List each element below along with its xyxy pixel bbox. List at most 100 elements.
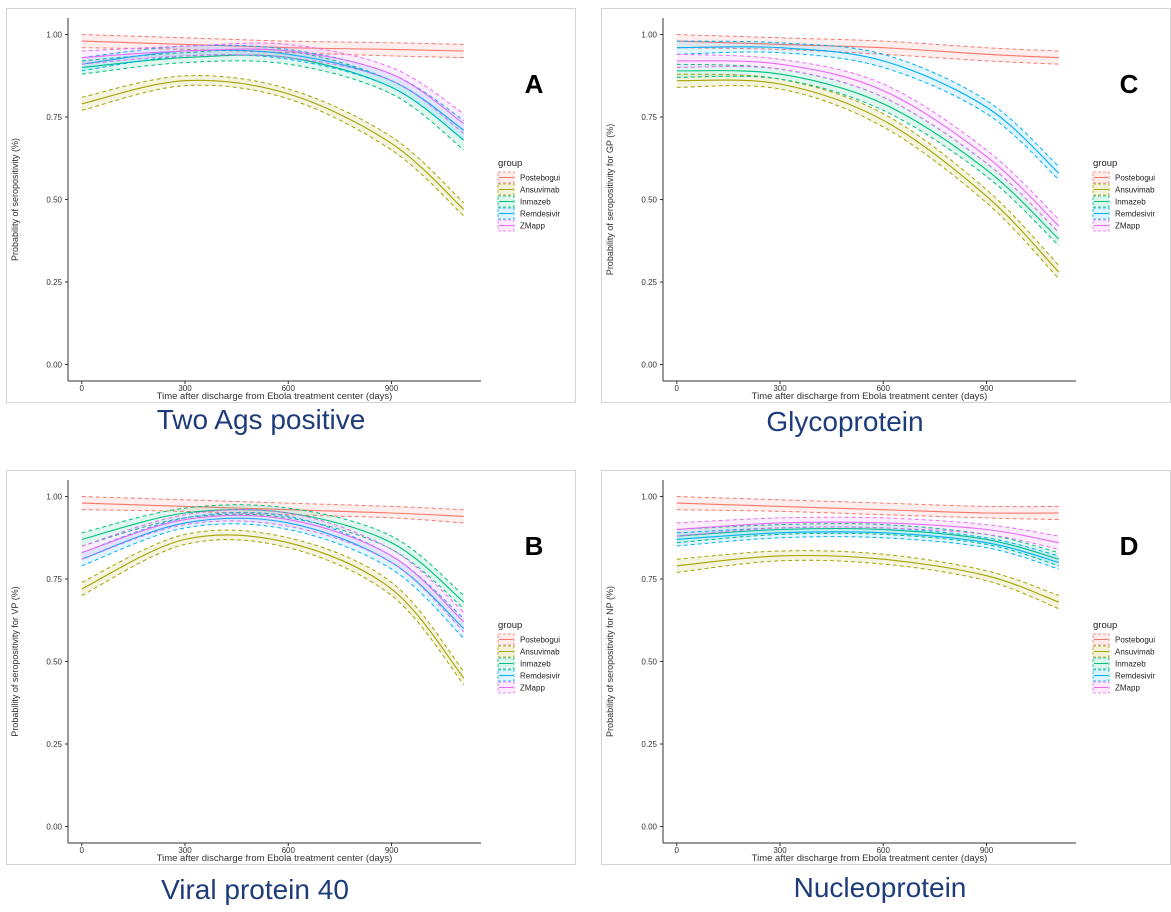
series-line-zmapp (81, 514, 465, 623)
legend: group Postebogui Ansuvimab Inmazeb Remdesivi… (1092, 620, 1155, 694)
series-line-postebogui (81, 502, 464, 517)
x-tick-label: 300 (178, 846, 192, 855)
panel-c: 0.00 0.25 0.50 0.75 1.00 0 300 600 900 Time after… (601, 8, 1171, 403)
y-tick-label: 0.00 (46, 361, 62, 370)
x-tick-label: 900 (980, 846, 994, 855)
ci-lower-ansuvimab (81, 84, 465, 217)
series-line-zmapp (676, 521, 1059, 544)
ci-band-inmazeb (81, 504, 464, 609)
x-tick-label: 300 (773, 846, 787, 855)
ci-upper-remdesivir (676, 40, 1060, 167)
x-tick-label: 300 (178, 384, 192, 393)
legend-label-inmazeb: Inmazeb (1115, 660, 1146, 669)
x-tick-label: 300 (773, 384, 787, 393)
x-tick-label: 0 (80, 384, 85, 393)
y-tick-label: 0.50 (641, 196, 657, 205)
ci-lower-zmapp (81, 520, 465, 633)
ci-lower-inmazeb (81, 513, 465, 610)
ci-lower-zmapp (81, 54, 465, 134)
ci-upper-zmapp (81, 509, 465, 613)
legend-title: group (1093, 620, 1117, 631)
y-tick-label: 1.00 (641, 493, 657, 502)
y-tick-label: 0.75 (641, 113, 657, 122)
y-tick-label: 0.75 (46, 575, 62, 584)
x-tick-label: 600 (877, 384, 891, 393)
series-line-ansuvimab (676, 79, 1060, 273)
panel-d: 0.00 0.25 0.50 0.75 1.00 0 300 600 900 Time after… (601, 470, 1171, 865)
panel-letter: D (1120, 531, 1139, 561)
y-tick-label: 1.00 (46, 31, 62, 40)
y-axis-label: Probability of seropositivity for GP (%) (605, 124, 615, 275)
ci-lower-postebogui (81, 47, 464, 59)
ci-lower-remdesivir (81, 523, 465, 639)
legend-label-remdesivir: Remdesivir (1115, 210, 1155, 219)
y-tick-label: 0.25 (641, 278, 657, 287)
legend-label-ansuvimab: Ansuvimab (1115, 648, 1155, 657)
ci-upper-ansuvimab (676, 550, 1059, 596)
ci-lower-postebogui (81, 509, 464, 524)
ci-upper-zmapp (676, 53, 1060, 220)
ci-band-postebogui (676, 496, 1059, 520)
series-line-postebogui (81, 40, 464, 52)
x-tick-label: 600 (282, 846, 296, 855)
legend: group Postebogui Ansuvimab Inmazeb Remdesivi… (1092, 158, 1155, 232)
y-tick-label: 0.00 (46, 823, 62, 832)
ci-lower-postebogui (676, 509, 1059, 521)
y-tick-label: 0.00 (641, 823, 657, 832)
y-tick-label: 0.75 (46, 113, 62, 122)
legend-title: group (498, 620, 522, 631)
ci-upper-postebogui (676, 496, 1059, 508)
legend-label-inmazeb: Inmazeb (520, 660, 551, 669)
series-line-remdesivir (676, 46, 1060, 174)
ci-band-ansuvimab (81, 75, 464, 216)
legend-label-ansuvimab: Ansuvimab (1115, 186, 1155, 195)
ci-upper-inmazeb (81, 504, 465, 596)
y-tick-label: 0.00 (641, 361, 657, 370)
legend: group Postebogui Ansuvimab Inmazeb Remdesivi… (497, 158, 560, 232)
x-tick-label: 0 (675, 384, 680, 393)
panel-letter: C (1120, 69, 1139, 99)
y-tick-label: 0.50 (46, 658, 62, 667)
ci-upper-postebogui (676, 34, 1059, 52)
ci-upper-ansuvimab (81, 529, 465, 672)
x-axis-label: Time after discharge from Ebola treatmen… (752, 853, 988, 864)
ci-lower-zmapp (676, 526, 1059, 550)
series-line-zmapp (676, 60, 1060, 227)
legend-label-inmazeb: Inmazeb (1115, 198, 1146, 207)
panel-b-frame (6, 470, 576, 865)
legend-title: group (498, 158, 522, 169)
ci-band-postebogui (81, 34, 464, 58)
x-tick-label: 900 (385, 384, 399, 393)
caption-b: Viral protein 40 (161, 874, 349, 905)
x-axis-label: Time after discharge from Ebola treatmen… (752, 391, 988, 402)
ci-band-inmazeb (676, 64, 1059, 246)
x-tick-label: 900 (980, 384, 994, 393)
series-line-remdesivir (676, 531, 1059, 564)
ci-lower-ansuvimab (81, 539, 465, 685)
y-tick-label: 1.00 (641, 31, 657, 40)
y-axis-label: Probability of seropositivity for NP (%) (605, 586, 615, 737)
y-axis-label: Probability of seropositivity for VP (%) (10, 586, 20, 736)
ci-lower-inmazeb (676, 75, 1060, 247)
series-line-postebogui (676, 502, 1059, 514)
ci-band-inmazeb (81, 48, 464, 150)
ci-band-remdesivir (81, 45, 464, 141)
legend-label-postebogui: Postebogui (520, 174, 560, 183)
ci-band-zmapp (676, 54, 1059, 233)
legend-label-postebogui: Postebogui (1115, 174, 1155, 183)
ci-upper-postebogui (81, 34, 464, 45)
x-tick-label: 0 (675, 846, 680, 855)
ci-band-ansuvimab (676, 74, 1059, 279)
ci-lower-remdesivir (676, 536, 1059, 570)
x-tick-label: 0 (80, 846, 85, 855)
y-tick-label: 0.50 (641, 658, 657, 667)
y-axis-label: Probability of seropositivity (%) (10, 138, 20, 261)
legend-label-postebogui: Postebogui (1115, 636, 1155, 645)
legend-label-remdesivir: Remdesivir (1115, 672, 1155, 681)
ci-upper-zmapp (676, 516, 1059, 537)
ci-lower-inmazeb (676, 532, 1059, 567)
legend-label-zmapp: ZMapp (520, 222, 545, 231)
